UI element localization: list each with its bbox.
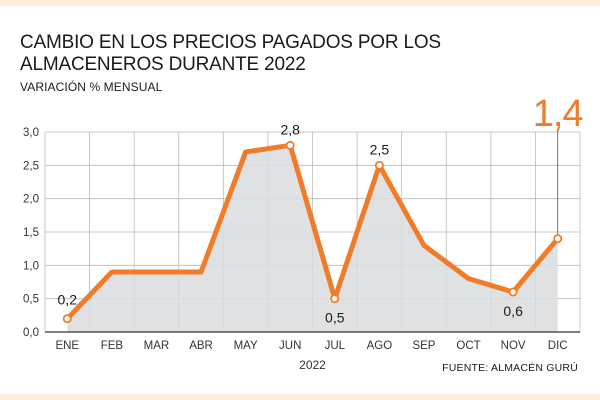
chart-title: CAMBIO EN LOS PRECIOS PAGADOS POR LOS AL… <box>20 32 441 75</box>
bottom-band <box>0 394 600 400</box>
data-label: 2,8 <box>280 121 300 137</box>
x-tick-label: JUL <box>325 340 346 352</box>
series-area <box>67 145 558 332</box>
y-tick-label: 1,5 <box>23 227 39 239</box>
x-tick-label: ENE <box>55 340 79 352</box>
data-label: 2,5 <box>370 141 390 157</box>
x-tick-label: NOV <box>501 340 526 352</box>
top-band <box>0 0 600 6</box>
x-tick-label: JUN <box>279 340 301 352</box>
data-label-highlight: 1,4 <box>533 93 584 135</box>
data-point-marker <box>374 160 384 170</box>
series-line <box>64 142 561 322</box>
data-point-marker <box>508 287 518 297</box>
x-tick-label: FEB <box>101 340 124 352</box>
data-label: 0,2 <box>58 292 78 308</box>
source-note: FUENTE: ALMACÉN GURÚ <box>442 362 578 374</box>
data-label: 0,5 <box>325 310 345 326</box>
data-label: 0,6 <box>503 303 523 319</box>
data-point-marker <box>553 234 563 244</box>
x-tick-label: AGO <box>367 340 393 352</box>
data-point-marker <box>62 314 72 324</box>
y-tick-label: 0,0 <box>23 327 39 339</box>
y-tick-label: 0,5 <box>23 294 39 306</box>
x-tick-label: MAR <box>144 340 170 352</box>
y-tick-label: 2,5 <box>23 160 39 172</box>
x-tick-label: SEP <box>412 340 435 352</box>
y-tick-label: 1,0 <box>23 260 39 272</box>
x-tick-label: MAY <box>234 340 258 352</box>
y-tick-label: 2,0 <box>23 194 39 206</box>
data-point-marker <box>330 294 340 304</box>
chart-subtitle: VARIACIÓN % MENSUAL <box>20 80 163 94</box>
y-tick-label: 3,0 <box>23 127 39 139</box>
data-point-marker <box>285 140 295 150</box>
x-tick-label: ABR <box>189 340 213 352</box>
x-axis-title: 2022 <box>299 358 326 372</box>
x-tick-label: DIC <box>548 340 568 352</box>
x-tick-label: OCT <box>456 340 480 352</box>
